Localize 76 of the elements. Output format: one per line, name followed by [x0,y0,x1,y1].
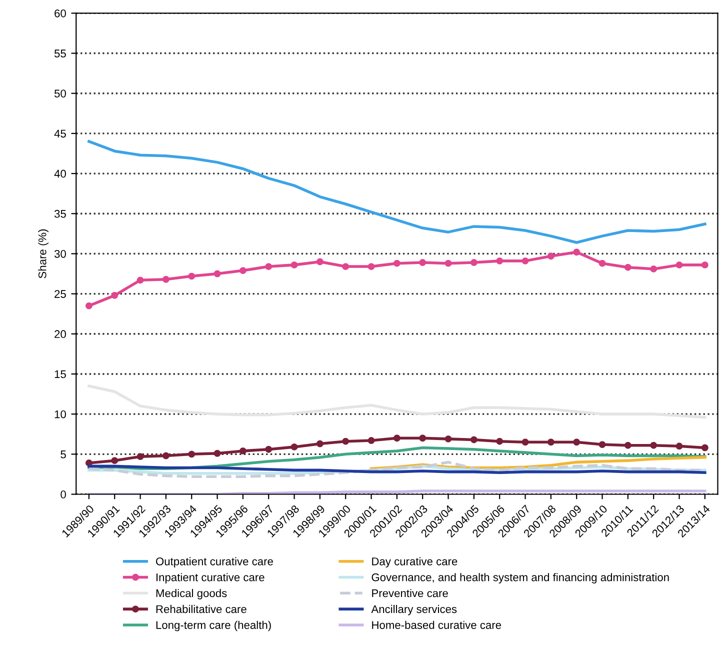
point [214,270,221,278]
point [547,438,554,446]
legend-label: Day curative care [372,557,458,568]
point [85,460,92,466]
point [111,457,118,464]
point [111,292,118,299]
point [342,438,350,445]
point [393,434,400,442]
point [342,263,350,270]
legend-label: Ancillary services [371,604,457,616]
y-tick-label: 55 [54,50,66,58]
legend-label: Medical goods [156,588,227,600]
point [522,257,529,264]
y-tick-label: 25 [54,290,66,298]
point [290,443,298,450]
point [701,444,708,452]
line-series [88,140,706,244]
point [316,258,324,266]
point [162,276,170,283]
point [214,450,221,457]
y-tick-label: 0 [60,490,66,498]
point [522,438,529,446]
y-tick-label: 20 [54,330,66,338]
point [496,257,504,264]
point [676,442,683,450]
point [650,265,658,272]
point [624,264,632,271]
point [162,452,170,460]
point [188,450,196,458]
point [290,261,298,268]
point [573,438,580,446]
point [265,263,272,270]
point [368,263,375,270]
point [136,276,144,284]
point [496,438,504,445]
point [598,260,606,267]
point [393,260,400,267]
y-axis-title: Share (%) [38,229,48,278]
legend-label: Rehabilitative care [156,604,246,614]
point [85,302,92,310]
y-tick-label: 35 [54,210,66,218]
y-tick-label: 45 [54,130,66,138]
point [419,259,426,266]
legend-label: Governance, and health system and financing administration [372,573,669,584]
legend-label: Long-term care (health) [156,620,271,632]
y-tick-label: 30 [54,250,66,258]
legend-label: Inpatient curative care [156,573,264,584]
point [368,437,375,444]
point [136,453,144,460]
y-tick-label: 5 [60,450,66,458]
y-tick-label: 60 [54,9,66,18]
legend-label: Outpatient curative care [156,557,273,568]
point [624,442,632,449]
point [470,259,478,266]
point [316,440,324,448]
point [470,436,478,444]
legend-label: Home-based curative care [372,620,502,629]
point [188,272,196,280]
point [676,261,683,268]
y-tick-label: 10 [54,410,66,418]
y-tick-label: 50 [54,90,66,98]
point [650,442,658,449]
point [265,446,272,453]
legend-label: Preventive care [372,588,448,598]
point [444,435,452,442]
point [239,267,246,274]
point [598,441,606,448]
point [444,260,452,267]
point [573,248,580,256]
point [419,434,426,442]
y-tick-label: 15 [54,370,66,378]
y-tick-label: 40 [54,170,66,178]
point [239,447,246,454]
point [547,252,554,260]
line-series [88,384,706,419]
point [701,261,708,268]
